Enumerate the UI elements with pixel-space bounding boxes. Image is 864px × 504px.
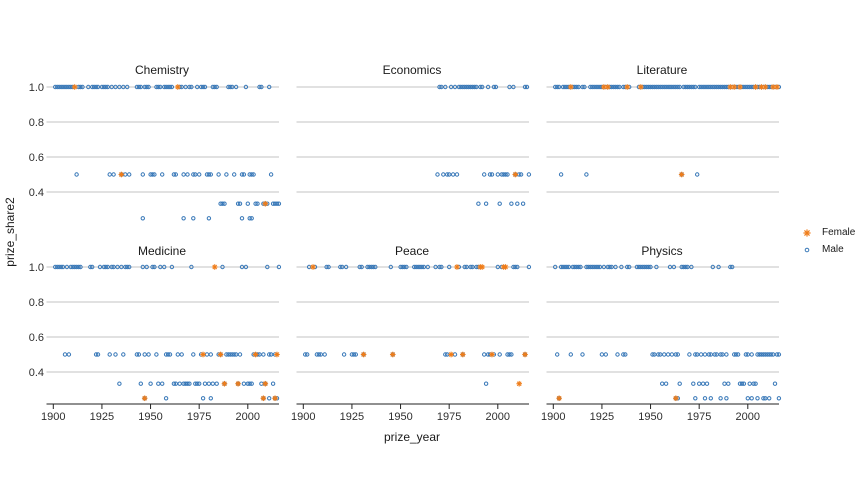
svg-text:1900: 1900 <box>41 411 65 423</box>
legend-item-male: Male <box>798 241 855 258</box>
legend: Female Male <box>798 224 855 258</box>
svg-text:1925: 1925 <box>90 411 114 423</box>
legend-label-female: Female <box>822 227 856 238</box>
svg-text:2000: 2000 <box>486 411 510 423</box>
svg-text:0.6: 0.6 <box>29 152 44 164</box>
svg-text:1925: 1925 <box>340 411 364 423</box>
legend-label-male: Male <box>822 244 844 255</box>
svg-text:1.0: 1.0 <box>29 82 44 94</box>
svg-text:1975: 1975 <box>687 411 711 423</box>
svg-text:0.6: 0.6 <box>29 332 44 344</box>
facet-title-medicine: Medicine <box>137 244 187 258</box>
svg-text:1975: 1975 <box>187 411 211 423</box>
svg-text:1925: 1925 <box>590 411 614 423</box>
svg-text:0.8: 0.8 <box>29 117 44 129</box>
female-asterisk-icon <box>803 228 811 237</box>
facet-title-peace: Peace <box>394 244 430 258</box>
svg-text:1950: 1950 <box>388 411 412 423</box>
svg-text:1950: 1950 <box>638 411 662 423</box>
facet-title-economics: Economics <box>382 63 442 77</box>
facet-title-physics: Physics <box>641 244 683 258</box>
male-circle-icon <box>804 247 810 252</box>
svg-text:1900: 1900 <box>291 411 315 423</box>
svg-text:0.4: 0.4 <box>29 367 44 379</box>
svg-text:2000: 2000 <box>236 411 260 423</box>
svg-text:1950: 1950 <box>138 411 162 423</box>
legend-item-female: Female <box>798 224 855 241</box>
y-axis-title: prize_share2 <box>3 197 17 267</box>
svg-text:0.4: 0.4 <box>29 187 44 199</box>
svg-text:1.0: 1.0 <box>29 262 44 274</box>
svg-text:0.8: 0.8 <box>29 297 44 309</box>
svg-text:1975: 1975 <box>437 411 461 423</box>
x-axis-title: prize_year <box>383 430 441 444</box>
facet-title-chemistry: Chemistry <box>134 63 189 77</box>
svg-text:1900: 1900 <box>541 411 565 423</box>
svg-text:2000: 2000 <box>736 411 760 423</box>
facet-title-literature: Literature <box>636 63 688 77</box>
